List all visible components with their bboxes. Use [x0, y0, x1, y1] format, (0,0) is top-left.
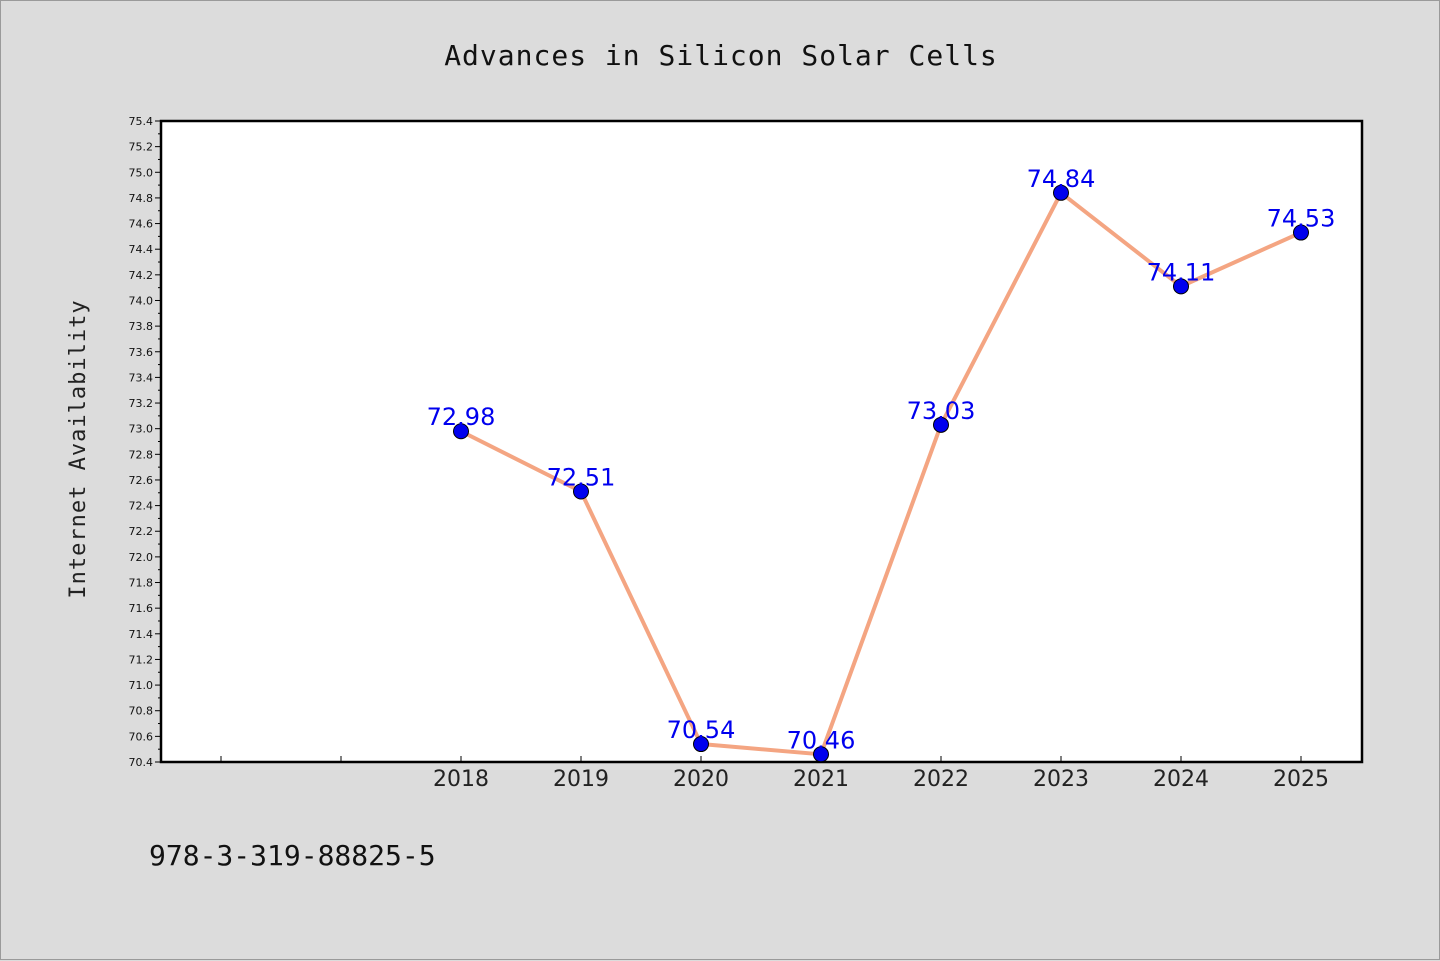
data-label: 72.98 — [427, 403, 496, 431]
x-tick-label: 2018 — [433, 767, 489, 792]
data-markers — [453, 184, 1309, 763]
y-tick-label: 75.2 — [129, 141, 154, 154]
data-point — [693, 736, 709, 753]
x-tick-label: 2025 — [1273, 767, 1329, 792]
data-label: 74.84 — [1027, 165, 1096, 193]
y-tick-label: 70.8 — [129, 705, 154, 718]
data-label: 73.03 — [907, 397, 976, 425]
y-tick-label: 73.6 — [129, 346, 154, 359]
y-tick-label: 71.6 — [129, 602, 154, 615]
plot-area — [159, 119, 1364, 764]
y-tick-label: 71.0 — [129, 679, 154, 692]
data-label: 72.51 — [547, 463, 616, 491]
data-label: 74.53 — [1267, 205, 1336, 233]
chart-title: Advances in Silicon Solar Cells — [444, 39, 998, 72]
x-tick-label: 2019 — [553, 767, 609, 792]
data-labels: 72.98 72.51 70.54 70.46 73.03 74.84 74.11 74.53 — [427, 165, 1336, 755]
y-tick-label: 73.4 — [129, 371, 154, 384]
y-tick-label: 75.0 — [129, 166, 154, 179]
data-point — [933, 416, 949, 433]
x-tick-label: 2023 — [1033, 767, 1089, 792]
y-tick-label: 72.6 — [129, 474, 154, 487]
x-axis: 2018 2019 2020 2021 2022 2023 2024 2025 — [220, 756, 1329, 792]
y-axis: 70.4 70.6 70.8 71.0 71.2 71.4 71.6 71.8 72.0 72.2… — [129, 115, 161, 769]
data-label: 70.46 — [787, 726, 856, 754]
footer-isbn: 978-3-319-88825-5 — [149, 839, 436, 872]
data-point — [453, 423, 469, 440]
y-tick-label: 74.6 — [129, 218, 154, 231]
data-point — [573, 483, 589, 500]
y-tick-label: 75.4 — [129, 115, 154, 128]
series-line — [460, 190, 1302, 757]
x-tick-label: 2022 — [913, 767, 969, 792]
y-tick-label: 74.0 — [129, 294, 154, 307]
y-tick-label: 73.8 — [129, 320, 154, 333]
data-point — [813, 746, 829, 763]
x-tick-label: 2020 — [673, 767, 729, 792]
y-tick-label: 71.8 — [129, 577, 154, 590]
y-tick-label: 71.2 — [129, 653, 154, 666]
data-point — [1293, 224, 1309, 241]
y-tick-label: 72.8 — [129, 448, 154, 461]
y-axis-label: Internet Availability — [66, 299, 91, 598]
data-label: 70.54 — [667, 716, 736, 744]
y-tick-label: 72.0 — [129, 551, 154, 564]
y-tick-label: 72.4 — [129, 500, 154, 513]
data-point — [1053, 184, 1069, 201]
y-tick-label: 70.6 — [129, 730, 154, 743]
data-point — [1173, 278, 1189, 295]
y-tick-label: 74.4 — [129, 243, 154, 256]
y-tick-label: 71.4 — [129, 628, 154, 641]
y-tick-label: 74.2 — [129, 269, 154, 282]
data-label: 74.11 — [1147, 258, 1216, 286]
y-tick-label: 74.8 — [129, 192, 154, 205]
x-tick-label: 2021 — [793, 767, 849, 792]
y-tick-label: 73.2 — [129, 397, 154, 410]
y-tick-label: 73.0 — [129, 423, 154, 436]
y-tick-label: 70.4 — [129, 756, 154, 769]
y-tick-label: 72.2 — [129, 525, 154, 538]
x-tick-label: 2024 — [1153, 767, 1209, 792]
